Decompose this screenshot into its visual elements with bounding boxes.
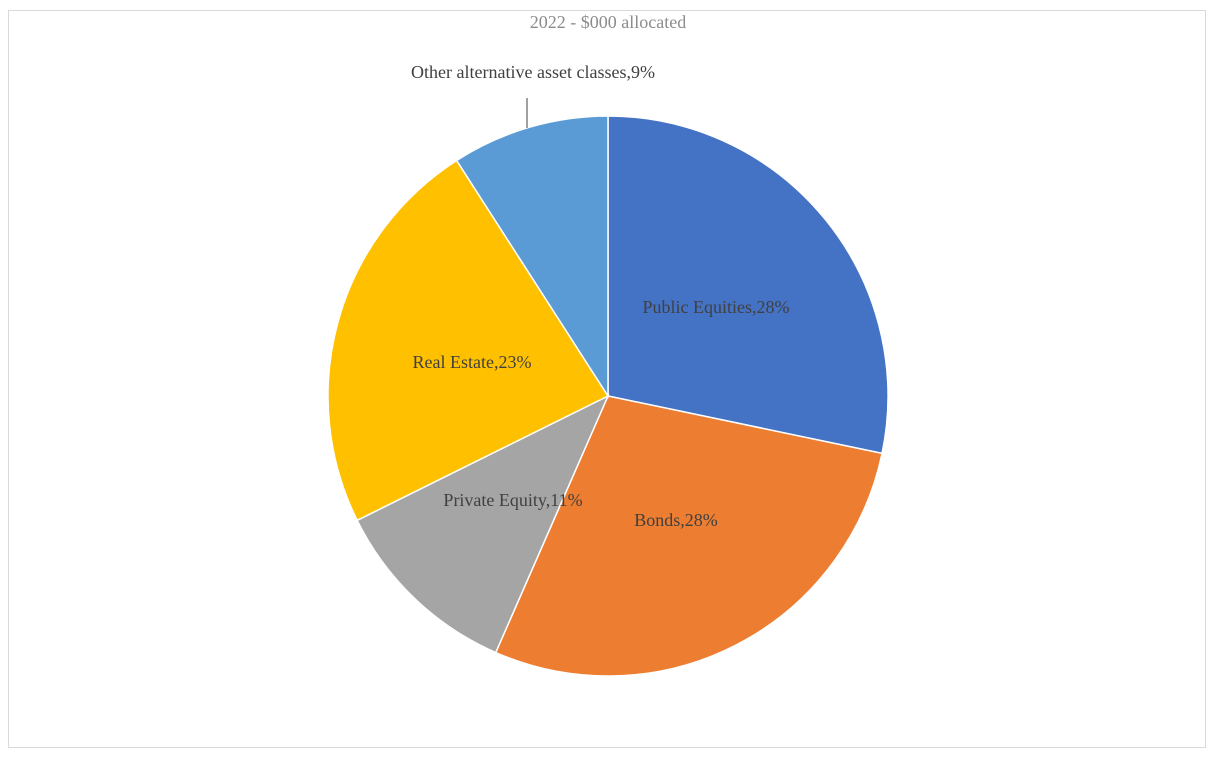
pie-slice xyxy=(356,394,610,654)
data-label: Public Equities,28% xyxy=(642,297,790,317)
data-label: Real Estate,23% xyxy=(412,352,532,372)
data-label: Bonds,28% xyxy=(634,510,718,530)
pie-slice xyxy=(327,159,610,522)
pie-slice xyxy=(607,115,889,455)
chart-frame xyxy=(8,10,1206,748)
data-label: Private Equity,11% xyxy=(443,490,583,510)
pie-slice xyxy=(455,115,609,399)
pie-slice xyxy=(494,395,883,677)
data-label: Other alternative asset classes,9% xyxy=(411,62,655,82)
chart-title: 2022 - $000 allocated xyxy=(529,12,687,32)
